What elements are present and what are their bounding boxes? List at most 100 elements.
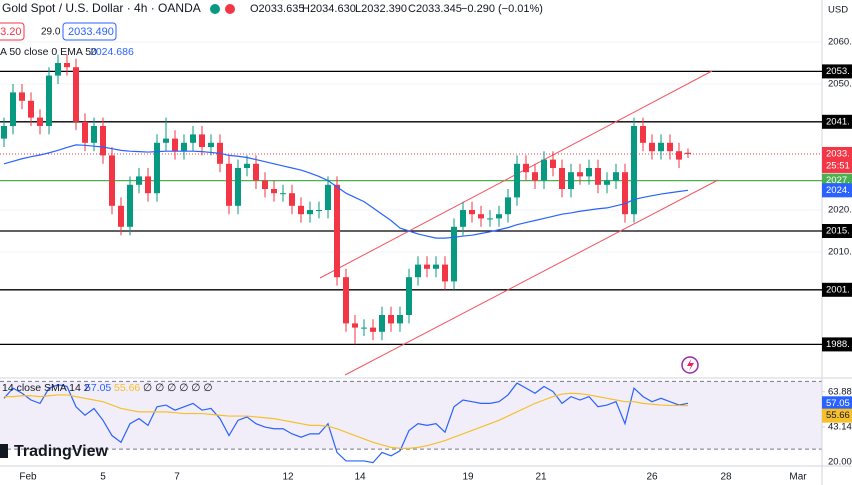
candle-body [532, 172, 538, 181]
logo-mark [0, 444, 8, 458]
candle-body [226, 163, 232, 206]
candle-body [154, 142, 160, 194]
candle-body [451, 226, 457, 282]
marks [1, 54, 691, 464]
candle-body [622, 172, 628, 215]
candle-body [37, 117, 43, 126]
line-series [3, 144, 689, 239]
level-label: 2053. [826, 66, 850, 77]
level-label-box [822, 224, 852, 238]
candle-body [10, 92, 16, 126]
line-series [4, 392, 689, 450]
candle-body [424, 264, 430, 269]
sell-price[interactable]: 33.20 [0, 26, 22, 38]
candle-body [667, 142, 673, 152]
candle-body [352, 323, 358, 328]
candle-body [604, 180, 610, 185]
ohlc-change: −0.290 (−0.01%) [461, 3, 543, 15]
candle-body [658, 142, 664, 152]
candle-body [163, 138, 169, 143]
x-tick-label: 26 [646, 472, 658, 483]
candle-body [640, 126, 646, 143]
candle-body [613, 172, 619, 181]
candle-body [586, 168, 592, 177]
candle-body [46, 75, 52, 126]
candle-body [379, 315, 385, 332]
y-tick-label: 63.88 [828, 386, 852, 397]
ema-legend-value: 2024.686 [90, 46, 134, 58]
rsi-legend-extra: ∅ ∅ ∅ ∅ ∅ ∅ [143, 382, 212, 394]
sma-legend-value: 55.66 [114, 382, 140, 394]
candle-body [433, 264, 439, 269]
countdown: 25:51 [826, 160, 850, 171]
candle-body [145, 176, 151, 194]
buy-button[interactable] [62, 22, 117, 41]
candle-body [514, 163, 520, 198]
candle-body [118, 205, 124, 227]
candle-body [676, 151, 682, 160]
candle-body [64, 63, 70, 68]
candle-body [253, 163, 259, 181]
level-label-box [822, 114, 852, 129]
y-tick-label: 2010. [828, 247, 852, 258]
ohlc-close: C2033.345 [408, 3, 462, 15]
line-series [3, 382, 689, 464]
candle-body [577, 172, 583, 177]
candle-body [1, 126, 7, 139]
candle-body [415, 264, 421, 278]
candle-body [397, 315, 403, 324]
ema-legend: A 50 close 0 EMA 50 [0, 46, 97, 58]
candle-body [82, 121, 88, 143]
series-value-label: 55.66 [826, 410, 850, 421]
x-tick-label: Mar [789, 472, 807, 483]
level-label-box [822, 282, 852, 297]
x-tick-label: 14 [354, 472, 366, 483]
y-tick-label: 2020. [828, 205, 852, 216]
candle-body [172, 138, 178, 152]
grid [0, 41, 825, 467]
x-tick-label: 7 [174, 472, 180, 483]
candle-body [343, 277, 349, 324]
candle-body [280, 193, 286, 195]
candle-body [208, 142, 214, 147]
candle-body [559, 168, 565, 189]
rsi-band-fill [0, 381, 822, 450]
candle-body [136, 176, 142, 185]
candle-body [406, 277, 412, 315]
level-label: 1988. [826, 339, 850, 350]
status-icon [225, 4, 235, 14]
candle-body [325, 184, 331, 210]
rsi-legend: 14 close SMA 14 2 [2, 382, 90, 394]
candle-body [442, 264, 448, 282]
symbol-title: Gold Spot / U.S. Dollar · 4h · OANDA [2, 1, 201, 15]
alert-glyph [687, 359, 694, 371]
candle-body [262, 180, 268, 189]
price-label: 2033. [826, 148, 850, 159]
candle-body [568, 172, 574, 189]
candle-body [181, 142, 187, 152]
status-icon [210, 4, 220, 14]
candle-body [388, 315, 394, 324]
rsi-pane [0, 378, 822, 466]
sell-button[interactable] [0, 22, 25, 41]
candle-body [289, 193, 295, 206]
channel-lower [344, 179, 719, 376]
brand-name: TradingView [14, 443, 109, 460]
candle-body [460, 210, 466, 227]
candle-body [19, 92, 25, 101]
candle-body [199, 134, 205, 147]
candle-body [334, 184, 340, 278]
candle-body [55, 63, 61, 76]
series-value-label-box [822, 396, 852, 411]
y-tick-label: 2050. [828, 79, 852, 90]
ohlc-open: O2033.635 [250, 3, 304, 15]
buy-price[interactable]: 2033.490 [68, 26, 114, 38]
candle-body [649, 142, 655, 152]
currency: USD [828, 5, 848, 16]
brand-logo: TradingView [0, 443, 109, 460]
rsi-legend-value: 57.05 [85, 382, 111, 394]
candle-body [370, 327, 376, 332]
candle-body [127, 184, 133, 227]
candle-body [505, 197, 511, 215]
